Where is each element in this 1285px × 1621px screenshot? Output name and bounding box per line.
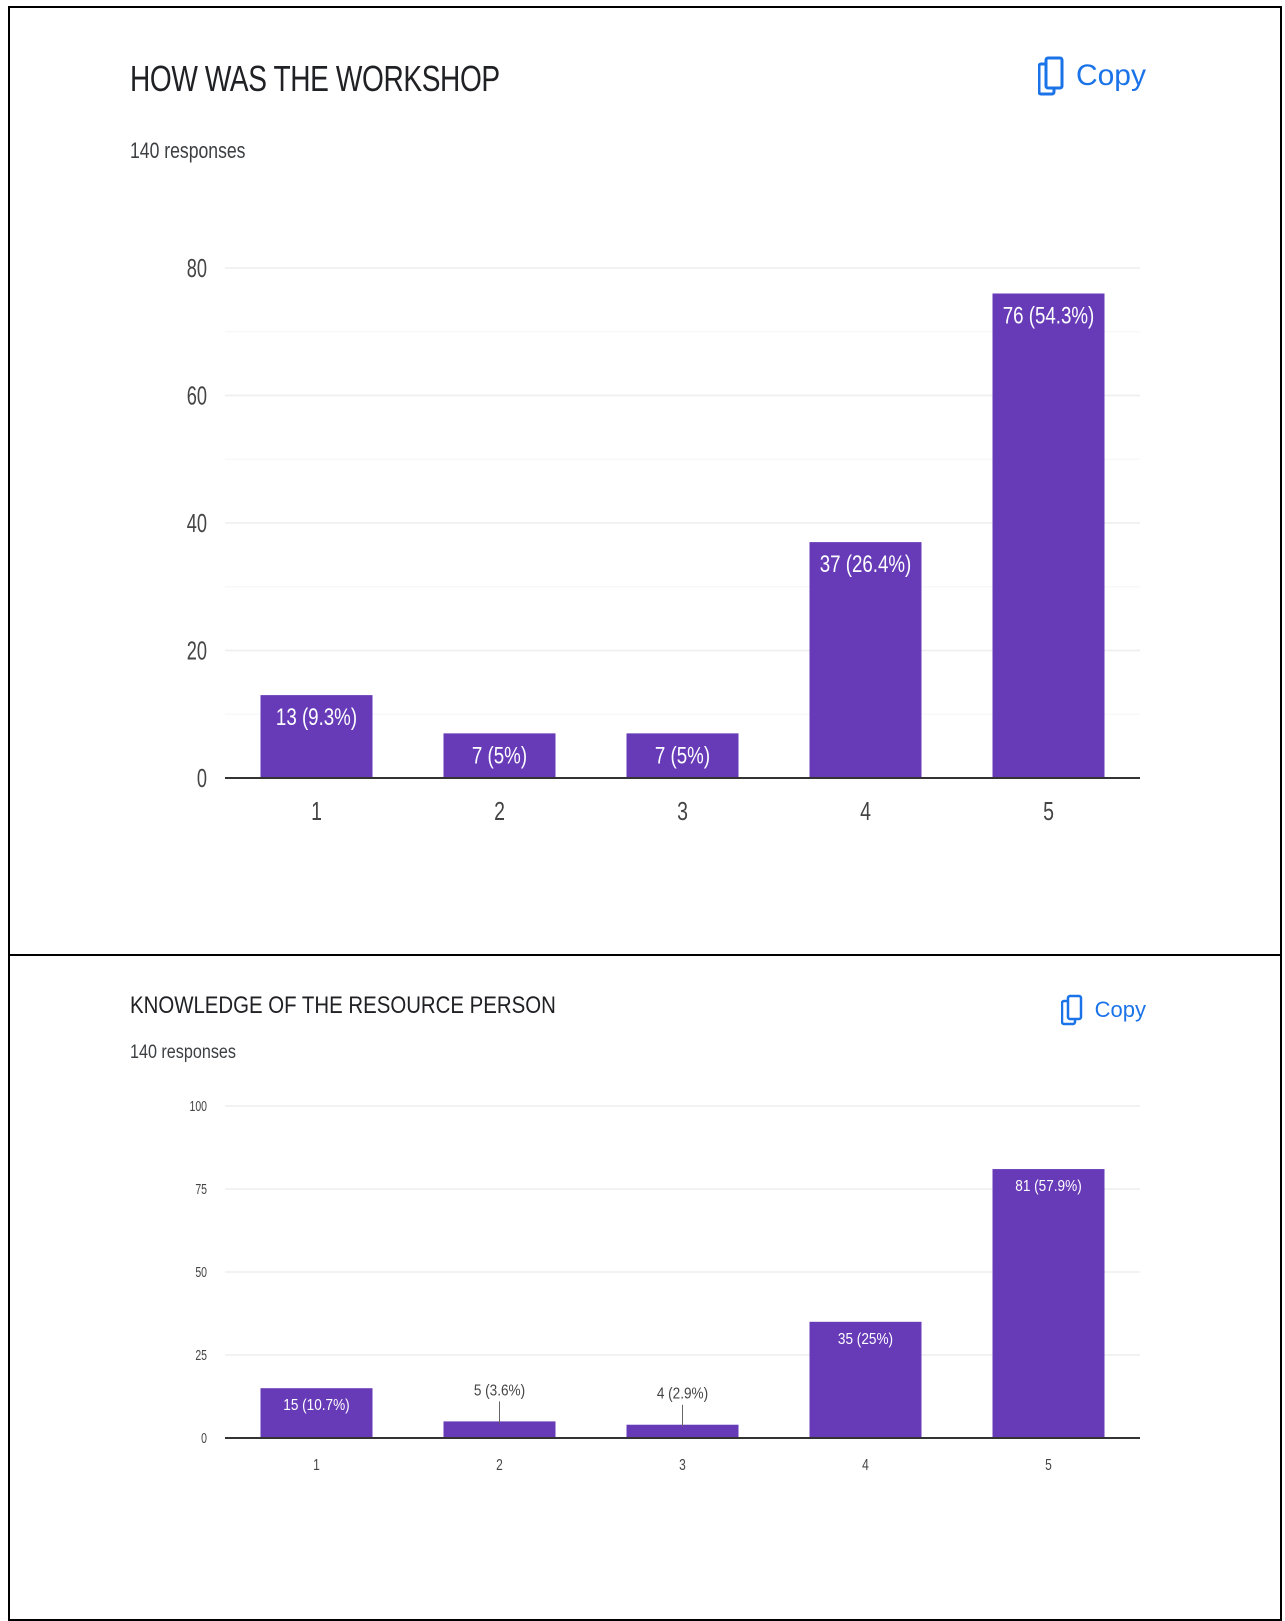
data-label: 81 (57.9%)	[1015, 1178, 1081, 1195]
bar	[626, 733, 739, 778]
data-label: 7 (5%)	[655, 742, 710, 769]
y-tick-label: 100	[189, 1097, 207, 1114]
x-tick-label: 5	[1043, 796, 1054, 825]
x-tick-label: 1	[313, 1455, 320, 1473]
x-tick-label: 2	[496, 1455, 503, 1473]
chart-panel-resource-person: KNOWLEDGE OF THE RESOURCE PERSON 140 res…	[8, 954, 1282, 1621]
y-tick-label: 75	[195, 1180, 207, 1197]
y-tick-label: 0	[201, 1429, 207, 1446]
bar	[260, 1388, 373, 1438]
y-tick-label: 40	[187, 509, 207, 538]
data-label: 5 (3.6%)	[474, 1382, 525, 1399]
copy-icon	[1060, 994, 1083, 1026]
y-tick-label: 0	[197, 764, 207, 793]
data-label: 13 (9.3%)	[276, 704, 357, 731]
bar	[626, 1424, 739, 1438]
x-tick-label: 3	[679, 1455, 686, 1473]
data-label: 15 (10.7%)	[283, 1397, 349, 1414]
x-tick-label: 4	[862, 1455, 869, 1473]
copy-button[interactable]: Copy	[1060, 994, 1146, 1026]
chart-title: KNOWLEDGE OF THE RESOURCE PERSON	[130, 992, 556, 1019]
y-tick-label: 25	[195, 1346, 207, 1363]
data-label: 76 (54.3%)	[1003, 302, 1095, 329]
data-label: 37 (26.4%)	[820, 551, 912, 578]
x-tick-label: 5	[1045, 1455, 1052, 1473]
bar	[992, 293, 1105, 778]
x-tick-label: 4	[860, 796, 871, 825]
bar	[260, 695, 373, 778]
bar	[443, 1421, 556, 1438]
y-tick-label: 60	[187, 381, 207, 410]
y-tick-label: 50	[195, 1263, 207, 1280]
response-count: 140 responses	[130, 1042, 236, 1063]
copy-button-label: Copy	[1094, 997, 1146, 1022]
data-label: 7 (5%)	[472, 742, 527, 769]
data-label: 4 (2.9%)	[657, 1386, 708, 1403]
response-count: 140 responses	[130, 138, 246, 163]
copy-button[interactable]: Copy	[1037, 56, 1146, 96]
bar-chart: 0 25 50 75 100 15 (10.7%) 1 5 (3.6%) 2 4 (2.9%) 3 3…	[189, 1097, 1140, 1473]
chart-title: HOW WAS THE WORKSHOP	[130, 58, 500, 99]
bar-chart: 0 20 40 60 80 13 (9.3%) 1 7 (5%) 2 7 (5%) 3 37 (26.…	[187, 254, 1140, 826]
y-tick-label: 20	[187, 636, 207, 665]
x-tick-label: 1	[311, 796, 322, 825]
copy-icon	[1037, 56, 1064, 96]
x-tick-label: 2	[494, 796, 505, 825]
y-tick-label: 80	[187, 254, 207, 283]
chart-panel-workshop: HOW WAS THE WORKSHOP 140 responses Copy …	[8, 6, 1282, 956]
copy-button-label: Copy	[1075, 59, 1146, 92]
bar	[443, 733, 556, 778]
chart-card: HOW WAS THE WORKSHOP 140 responses Copy …	[110, 28, 1162, 936]
chart-card: KNOWLEDGE OF THE RESOURCE PERSON 140 res…	[110, 976, 1162, 1599]
bar	[992, 1169, 1105, 1438]
data-label: 35 (25%)	[838, 1331, 893, 1348]
bar	[809, 542, 922, 778]
bar	[809, 1321, 922, 1438]
x-tick-label: 3	[677, 796, 688, 825]
